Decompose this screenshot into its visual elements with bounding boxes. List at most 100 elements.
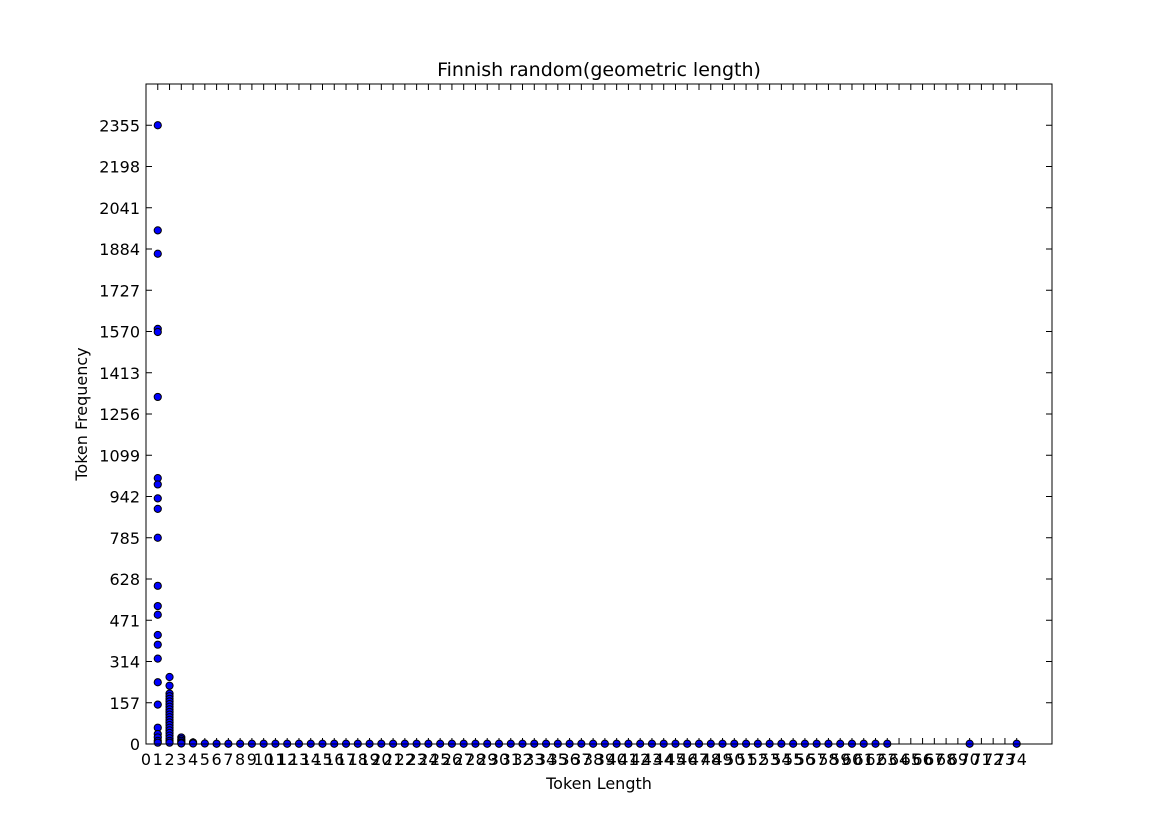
x-tick-label: 8 [235, 750, 245, 769]
x-tick-label: 64 [889, 750, 909, 769]
y-axis-label: Token Frequency [72, 347, 91, 481]
data-point [153, 392, 162, 402]
x-tick-label: 21 [383, 750, 403, 769]
y-tick-label: 314 [109, 653, 140, 672]
x-tick-label: 63 [877, 750, 897, 769]
x-tick-label: 55 [783, 750, 803, 769]
y-tick-label: 1099 [99, 446, 140, 465]
x-tick-label: 27 [454, 750, 474, 769]
x-tick-label: 32 [512, 750, 532, 769]
x-tick-label: 48 [701, 750, 721, 769]
x-tick-label: 10 [253, 750, 273, 769]
x-tick-label: 51 [736, 750, 756, 769]
x-tick-label: 72 [983, 750, 1003, 769]
x-tick-label: 19 [359, 750, 379, 769]
x-tick-label: 40 [606, 750, 626, 769]
x-tick-label: 12 [277, 750, 297, 769]
x-tick-label: 6 [212, 750, 222, 769]
data-point [153, 226, 162, 235]
x-tick-label: 0 [141, 750, 151, 769]
x-tick-label: 70 [959, 750, 979, 769]
axis-ticks [145, 84, 1052, 745]
x-tick-label: 59 [830, 750, 850, 769]
x-tick-label: 53 [759, 750, 779, 769]
x-tick-label: 17 [336, 750, 356, 769]
x-axis-label: Token Length [545, 774, 652, 793]
data-point [200, 739, 209, 748]
x-tick-label: 22 [395, 750, 415, 769]
x-tick-label: 71 [971, 750, 991, 769]
x-tick-label: 60 [842, 750, 862, 769]
x-tick-label: 3 [176, 750, 186, 769]
x-tick-label: 20 [371, 750, 391, 769]
x-tick-label: 25 [430, 750, 450, 769]
x-tick-label: 24 [418, 750, 438, 769]
data-point [153, 249, 162, 258]
x-tick-label: 68 [936, 750, 956, 769]
data-point [153, 738, 162, 747]
x-tick-label: 58 [818, 750, 838, 769]
x-tick-label: 57 [806, 750, 826, 769]
data-point [165, 681, 174, 690]
data-point [165, 738, 174, 747]
x-tick-label: 9 [247, 750, 257, 769]
x-tick-label: 46 [677, 750, 697, 769]
x-tick-label: 62 [865, 750, 885, 769]
data-point [153, 494, 162, 503]
y-tick-label: 1884 [99, 240, 140, 259]
x-tick-label: 45 [665, 750, 685, 769]
data-point [153, 480, 162, 489]
x-tick-label: 42 [630, 750, 650, 769]
x-tick-label: 33 [524, 750, 544, 769]
x-tick-label: 31 [501, 750, 521, 769]
y-tick-label: 2041 [99, 199, 140, 218]
x-tick-label: 15 [312, 750, 332, 769]
data-point [153, 654, 162, 663]
x-tick-label: 30 [489, 750, 509, 769]
y-tick-label: 471 [109, 611, 140, 630]
x-tick-label: 49 [712, 750, 732, 769]
x-tick-label: 4 [188, 750, 198, 769]
x-tick-label: 43 [642, 750, 662, 769]
x-tick-label: 18 [348, 750, 368, 769]
data-point [153, 678, 162, 687]
x-tick-label: 11 [265, 750, 285, 769]
x-tick-label: 28 [465, 750, 485, 769]
x-tick-label: 73 [995, 750, 1015, 769]
x-tick-label: 66 [912, 750, 932, 769]
y-tick-label: 942 [109, 488, 140, 507]
y-tick-label: 1256 [99, 405, 140, 424]
y-tick-label: 628 [109, 570, 140, 589]
x-tick-label: 34 [536, 750, 556, 769]
data-point [153, 533, 162, 542]
x-tick-label: 67 [924, 750, 944, 769]
x-tick-label: 39 [595, 750, 615, 769]
y-tick-label: 157 [109, 694, 140, 713]
data-point [153, 610, 162, 619]
x-tick-label: 14 [301, 750, 321, 769]
y-tick-label: 785 [109, 529, 140, 548]
y-tick-label: 2198 [99, 158, 140, 177]
x-tick-label: 35 [548, 750, 568, 769]
x-tick-label: 74 [1007, 750, 1027, 769]
y-tick-label: 1727 [99, 281, 140, 300]
y-tick-label: 0 [130, 735, 140, 754]
x-tick-label: 47 [689, 750, 709, 769]
x-tick-label: 13 [289, 750, 309, 769]
x-tick-label: 44 [654, 750, 674, 769]
y-tick-label: 2355 [99, 116, 140, 135]
x-tick-label: 16 [324, 750, 344, 769]
x-tick-label: 7 [223, 750, 233, 769]
y-tick-label: 1570 [99, 323, 140, 342]
x-tick-label: 26 [442, 750, 462, 769]
y-tick-label: 1413 [99, 364, 140, 383]
x-tick-label: 65 [901, 750, 921, 769]
x-tick-label: 52 [748, 750, 768, 769]
data-point [153, 327, 162, 337]
x-tick-label: 1 [153, 750, 163, 769]
x-tick-label: 37 [571, 750, 591, 769]
x-tick-label: 2 [164, 750, 174, 769]
x-tick-label: 38 [583, 750, 603, 769]
x-tick-label: 54 [771, 750, 791, 769]
